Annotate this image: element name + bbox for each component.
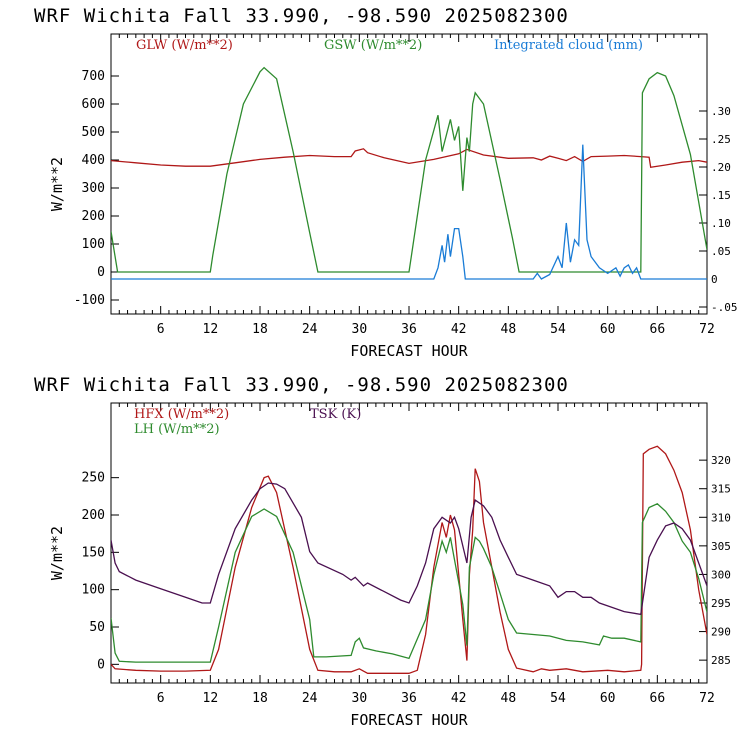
y2-tick-label: 300 — [711, 568, 731, 581]
series-line-tsk-k — [111, 482, 707, 616]
x-axis-label: FORECAST HOUR — [350, 711, 468, 729]
x-tick-label: 48 — [501, 322, 517, 337]
y2-tick-label: -.05 — [711, 301, 738, 314]
y2-tick-label: 0 — [711, 273, 718, 286]
y-tick-label: 300 — [82, 181, 105, 196]
x-tick-label: 30 — [352, 691, 368, 706]
series-line-gsw-w-m-2 — [111, 66, 707, 273]
y-tick-label: 700 — [82, 69, 105, 84]
series-line-hfx-w-m-2 — [111, 445, 707, 674]
y-tick-label: 150 — [82, 545, 105, 560]
y-tick-label: 0 — [97, 657, 105, 672]
y-tick-label: 50 — [89, 620, 105, 635]
y-tick-label: 200 — [82, 209, 105, 224]
y-tick-label: 600 — [82, 97, 105, 112]
y-axis-label: W/m**2 — [48, 526, 66, 580]
x-tick-label: 24 — [302, 322, 318, 337]
x-tick-label: 30 — [352, 322, 368, 337]
x-tick-label: 60 — [600, 691, 616, 706]
legend-entry: TSK (K) — [310, 407, 361, 422]
series-line-integrated-cloud-mm — [111, 144, 707, 280]
x-tick-label: 36 — [401, 691, 417, 706]
x-tick-label: 72 — [699, 322, 715, 337]
x-tick-label: 18 — [252, 691, 268, 706]
legend-entry: Integrated cloud (mm) — [494, 38, 643, 53]
y2-tick-label: 305 — [711, 540, 731, 553]
y2-tick-label: 290 — [711, 626, 731, 639]
chart-panel-1: WRF Wichita Fall 33.990, -98.590 2025082… — [34, 5, 738, 360]
x-tick-label: 72 — [699, 691, 715, 706]
y2-tick-label: 295 — [711, 597, 731, 610]
y-tick-label: 250 — [82, 471, 105, 486]
y-tick-label: 0 — [97, 265, 105, 280]
legend-entry: GSW (W/m**2) — [324, 38, 422, 53]
y2-tick-label: .25 — [711, 133, 731, 146]
series-line-glw-w-m-2 — [111, 148, 707, 169]
y2-tick-label: 285 — [711, 654, 731, 667]
chart-title: WRF Wichita Fall 33.990, -98.590 2025082… — [34, 374, 569, 396]
y-tick-label: 100 — [82, 583, 105, 598]
legend-entry: LH (W/m**2) — [134, 422, 220, 437]
x-tick-label: 66 — [650, 691, 666, 706]
y2-tick-label: .15 — [711, 189, 731, 202]
x-tick-label: 60 — [600, 322, 616, 337]
x-tick-label: 48 — [501, 691, 517, 706]
y-tick-label: 200 — [82, 508, 105, 523]
y-axis-label: W/m**2 — [48, 157, 66, 211]
y-tick-label: 100 — [82, 237, 105, 252]
x-tick-label: 54 — [550, 322, 566, 337]
x-tick-label: 42 — [451, 322, 467, 337]
y-tick-label: -100 — [74, 293, 105, 308]
x-tick-label: 36 — [401, 322, 417, 337]
y2-tick-label: 315 — [711, 483, 731, 496]
chart-panel-2: WRF Wichita Fall 33.990, -98.590 2025082… — [34, 374, 731, 729]
x-tick-label: 12 — [203, 322, 219, 337]
x-tick-label: 24 — [302, 691, 318, 706]
x-tick-label: 6 — [157, 322, 165, 337]
x-tick-label: 6 — [157, 691, 165, 706]
x-tick-label: 18 — [252, 322, 268, 337]
y2-tick-label: .30 — [711, 105, 731, 118]
series-line-lh-w-m-2 — [111, 503, 707, 663]
y2-tick-label: .05 — [711, 245, 731, 258]
legend-entry: GLW (W/m**2) — [136, 38, 233, 53]
x-tick-label: 66 — [650, 322, 666, 337]
x-tick-label: 42 — [451, 691, 467, 706]
y-tick-label: 400 — [82, 153, 105, 168]
y2-tick-label: 310 — [711, 511, 731, 524]
y-tick-label: 500 — [82, 125, 105, 140]
y2-tick-label: .20 — [711, 161, 731, 174]
x-tick-label: 54 — [550, 691, 566, 706]
plot-frame — [110, 402, 708, 684]
y2-tick-label: .10 — [711, 217, 731, 230]
x-tick-label: 12 — [203, 691, 219, 706]
legend-entry: HFX (W/m**2) — [134, 407, 229, 422]
chart-title: WRF Wichita Fall 33.990, -98.590 2025082… — [34, 5, 569, 27]
x-axis-label: FORECAST HOUR — [350, 342, 468, 360]
y2-tick-label: 320 — [711, 454, 731, 467]
